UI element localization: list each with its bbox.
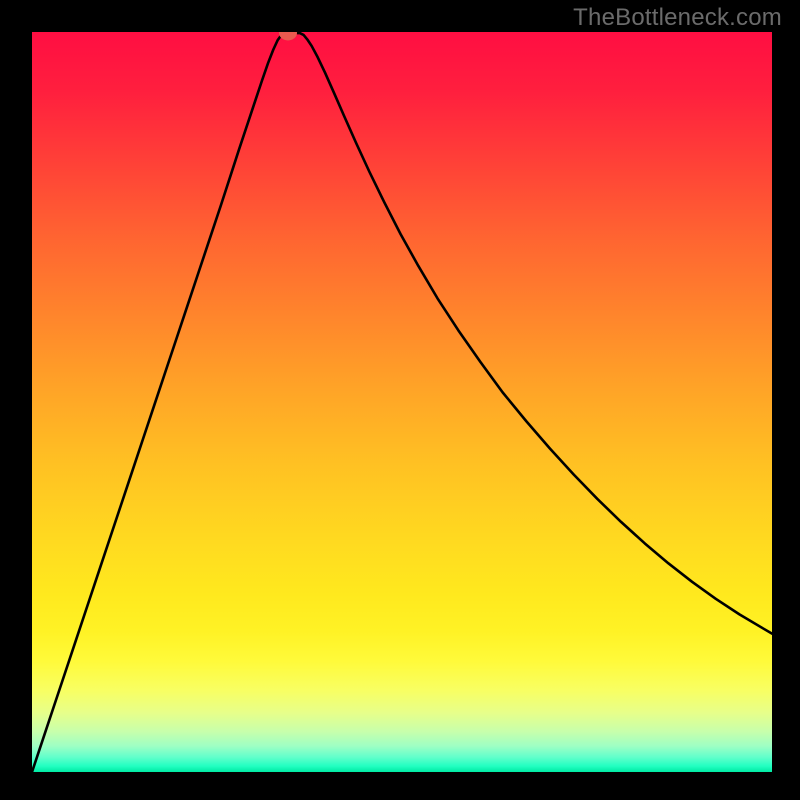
watermark-text: TheBottleneck.com <box>573 4 782 32</box>
bottleneck-curve <box>32 32 772 772</box>
plot-area <box>32 32 772 772</box>
